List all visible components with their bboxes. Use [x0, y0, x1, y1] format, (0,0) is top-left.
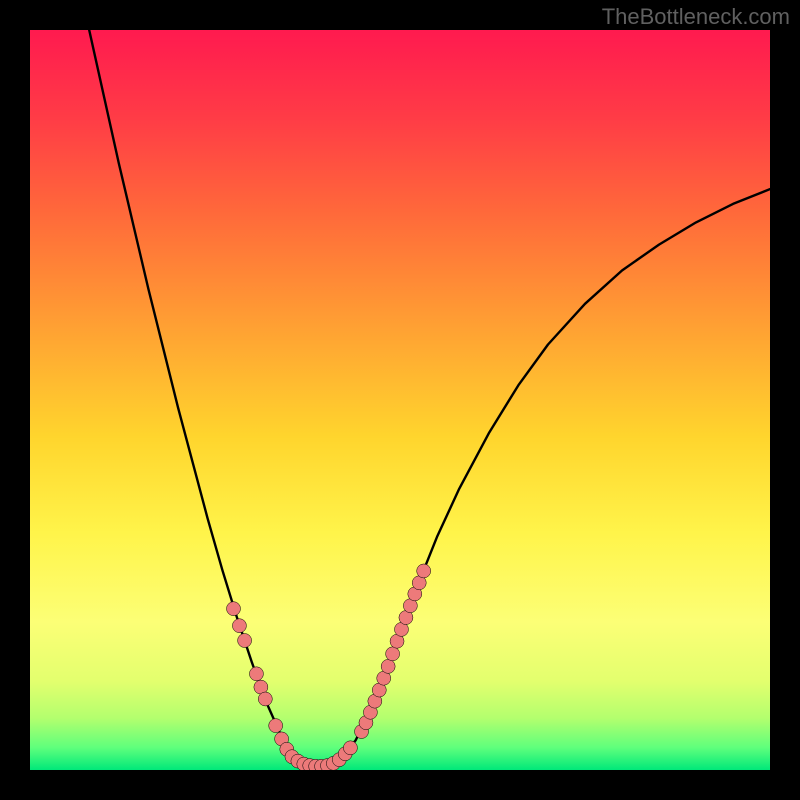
data-marker [227, 602, 241, 616]
data-marker [386, 647, 400, 661]
data-marker [381, 659, 395, 673]
watermark-text: TheBottleneck.com [602, 4, 790, 30]
data-marker [249, 667, 263, 681]
data-markers [227, 564, 431, 770]
data-marker [417, 564, 431, 578]
bottleneck-curve [89, 30, 770, 766]
data-marker [269, 719, 283, 733]
chart-plot-area [30, 30, 770, 770]
data-marker [232, 619, 246, 633]
chart-curve-layer [30, 30, 770, 770]
data-marker [343, 741, 357, 755]
data-marker [238, 634, 252, 648]
data-marker [258, 692, 272, 706]
